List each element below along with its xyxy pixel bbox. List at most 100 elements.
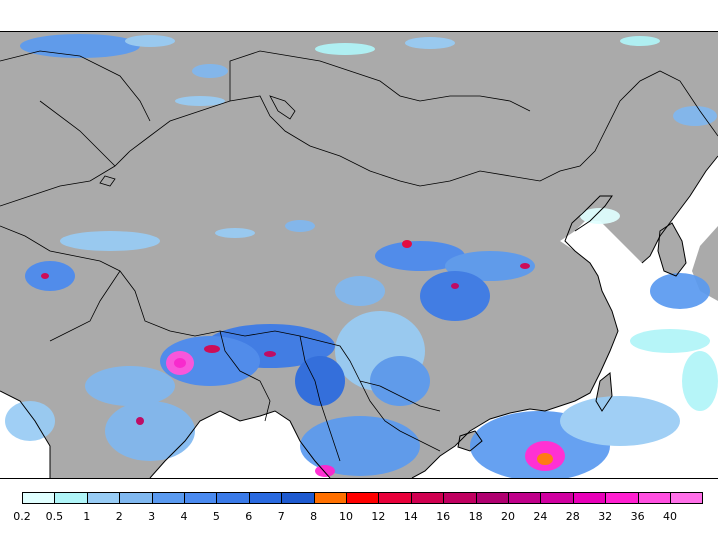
- precip-area: [335, 276, 385, 306]
- colorbar-tick-label: 5: [212, 510, 220, 523]
- national-border: [39, 100, 116, 167]
- coastline: [149, 410, 331, 478]
- colorbar-swatch: [248, 492, 283, 504]
- precip-area: [682, 351, 718, 411]
- precip-area: [650, 273, 710, 309]
- precip-area: [175, 96, 225, 106]
- colorbar-swatch: [378, 492, 412, 504]
- colorbar-tick-label: 10: [339, 510, 353, 523]
- colorbar-swatch: [119, 492, 153, 504]
- coastline: [457, 430, 483, 452]
- colorbar-swatch: [151, 492, 185, 504]
- precip-area: [370, 356, 430, 406]
- colorbar-swatch: [22, 492, 56, 504]
- colorbar-swatch: [508, 492, 542, 504]
- coastline: [641, 155, 718, 264]
- colorbar-swatch: [313, 492, 347, 504]
- national-border: [0, 225, 441, 452]
- precip-area: [125, 35, 175, 47]
- precip-area: [5, 401, 55, 441]
- precip-core: [174, 358, 186, 368]
- colorbar-tick-label: 14: [403, 510, 418, 523]
- coastline: [595, 372, 613, 412]
- colorbar-swatch: [572, 492, 607, 504]
- colorbar-tick-label: 2: [115, 510, 123, 523]
- precip-area: [105, 401, 195, 461]
- colorbar-tick-label: 20: [501, 510, 515, 523]
- precip-core: [264, 351, 276, 357]
- colorbar-tick-label: 36: [630, 510, 645, 523]
- colorbar-swatch: [605, 492, 639, 504]
- boundary-lines: [0, 50, 718, 478]
- colorbar-tick-label: 0.2: [13, 510, 31, 523]
- colorbar-tick-label: 18: [468, 510, 483, 523]
- colorbar-swatch: [443, 492, 477, 504]
- colorbar-swatch: [410, 492, 445, 504]
- precip-area: [580, 208, 620, 224]
- national-border: [359, 380, 441, 412]
- precipitation-map: [0, 32, 718, 478]
- colorbar-tick-label: 4: [180, 510, 188, 523]
- precip-area: [560, 396, 680, 446]
- colorbar-tick-label: 6: [245, 510, 253, 523]
- coastline: [657, 222, 687, 277]
- precip-area: [25, 261, 75, 291]
- precip-core: [537, 453, 553, 465]
- national-border: [0, 70, 718, 207]
- colorbar-tick-label: 3: [148, 510, 156, 523]
- colorbar-tick-label: 24: [533, 510, 548, 523]
- colorbar-swatch: [346, 492, 380, 504]
- colorbar-swatch: [281, 492, 315, 504]
- national-border: [219, 330, 271, 422]
- colorbar-tick-label: 16: [436, 510, 451, 523]
- colorbar-swatch: [216, 492, 250, 504]
- precip-core: [520, 263, 530, 269]
- national-border: [49, 270, 121, 342]
- colorbar-tick-label: 1: [83, 510, 91, 523]
- colorbar-tick-label: 12: [371, 510, 386, 523]
- colorbar: 0.2 0.5 1 2 3 4 5 6 7 8 10 12 14 16 18 20 24 28 32 36 40: [0, 488, 720, 528]
- precip-area: [215, 228, 255, 238]
- precip-area: [375, 241, 465, 271]
- colorbar-tick-label: 28: [565, 510, 580, 523]
- precip-area: [85, 366, 175, 406]
- precip-core: [451, 283, 459, 289]
- precip-area: [20, 34, 140, 58]
- precip-core: [315, 465, 335, 477]
- precip-area: [630, 329, 710, 353]
- precip-area: [60, 231, 160, 251]
- precip-area: [673, 106, 717, 126]
- coastline: [411, 195, 619, 478]
- colorbar-swatch: [637, 492, 671, 504]
- precip-area: [285, 220, 315, 232]
- map-panel: [0, 31, 718, 479]
- precip-area: [405, 37, 455, 49]
- precip-area: [295, 356, 345, 406]
- colorbar-swatch: [670, 492, 704, 504]
- precip-layer: [5, 34, 718, 478]
- colorbar-tick-label: 32: [598, 510, 613, 523]
- colorbar-tick-label: 8: [310, 510, 318, 523]
- colorbar-tick-label: 0.5: [45, 510, 64, 523]
- national-border: [0, 50, 151, 122]
- precip-area: [420, 271, 490, 321]
- national-border: [299, 335, 341, 462]
- precip-core: [136, 417, 144, 425]
- precip-core: [204, 345, 220, 353]
- colorbar-swatch: [54, 492, 88, 504]
- colorbar-tick-label: 40: [663, 510, 677, 523]
- colorbar-swatch: [475, 492, 509, 504]
- coastline: [0, 390, 51, 478]
- precip-core: [402, 240, 412, 248]
- colorbar-swatch: [86, 492, 121, 504]
- precip-area: [315, 43, 375, 55]
- precip-area: [620, 36, 660, 46]
- precip-core: [41, 273, 49, 279]
- lake-outline: [269, 95, 296, 120]
- national-border: [229, 50, 531, 112]
- colorbar-swatch: [540, 492, 574, 504]
- colorbar-swatch: [184, 492, 218, 504]
- precip-area: [192, 64, 228, 78]
- lake-outline: [99, 175, 116, 187]
- colorbar-tick-label: 7: [277, 510, 285, 523]
